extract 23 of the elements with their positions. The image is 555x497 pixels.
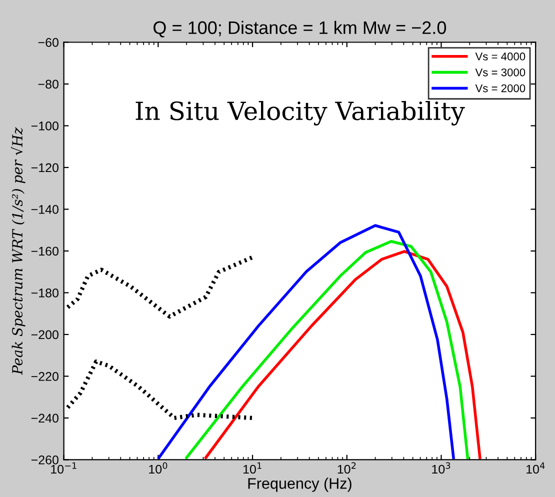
y-tick-label: −160 (31, 246, 58, 256)
y-tick-label: −100 (31, 122, 58, 130)
x-tick-label: 10$^{1}$ (243, 462, 262, 474)
y-tick-label: −200 (31, 330, 58, 340)
x-tick-label: 10$^{0}$ (149, 462, 168, 474)
y-tick-label: −180 (31, 288, 58, 298)
y-tick-label: −80 (38, 80, 58, 89)
y-tick-label: −220 (31, 372, 58, 381)
legend-label: Vs = 2000 (475, 84, 526, 92)
y-tick-label: −260 (31, 456, 58, 464)
y-tick-label: −120 (31, 163, 58, 172)
y-tick-label: −60 (38, 38, 58, 47)
x-tick-label: 10$^{3}$ (432, 462, 450, 474)
y-tick-label: −140 (31, 205, 58, 214)
y-tick-label: −240 (31, 414, 58, 423)
chart-title: Q = 100; Distance = 1 km Mw = −2.0 (154, 20, 446, 38)
x-tick-label: 10$^{4}$ (526, 462, 545, 474)
y-axis-title: Peak Spectrum WRT (1/s²) per √Hz (11, 127, 26, 375)
legend-label: Vs = 4000 (475, 52, 526, 60)
x-axis-title: Frequency (Hz) (248, 478, 352, 492)
x-tick-label: 10$^{2}$ (338, 462, 356, 474)
legend-label: Vs = 3000 (475, 68, 526, 76)
annotation: In Situ Velocity Variability (136, 100, 465, 126)
